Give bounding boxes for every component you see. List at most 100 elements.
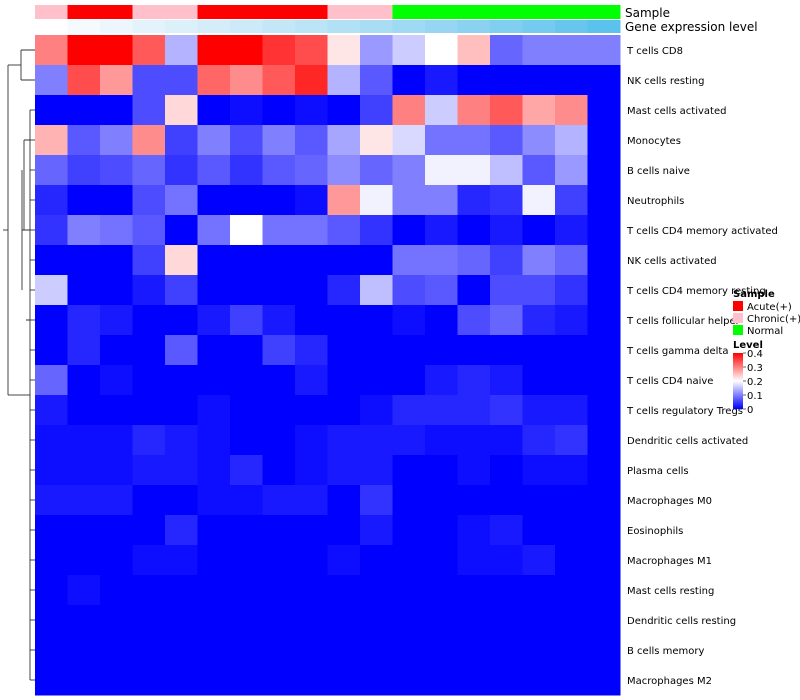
heatmap-cell (132, 245, 166, 276)
heatmap-cell (392, 275, 426, 306)
heatmap-cell (295, 515, 328, 546)
heatmap-cell (67, 215, 101, 246)
heatmap-cell (262, 665, 296, 696)
heatmap-cell (392, 575, 426, 606)
heatmap-cell (587, 665, 621, 696)
sample-annotation-cell (262, 5, 296, 19)
heatmap-cell (262, 455, 296, 486)
heatmap-cell (555, 365, 588, 396)
expression-annotation-cell (295, 20, 328, 33)
heatmap-cell (295, 215, 328, 246)
heatmap-cell (490, 605, 523, 636)
heatmap-cell (197, 305, 231, 336)
expression-annotation-cell (490, 20, 523, 33)
heatmap-cell (262, 605, 296, 636)
heatmap-cell (555, 575, 588, 606)
heatmap-cell (165, 365, 198, 396)
heatmap-cell (262, 245, 296, 276)
heatmap-cell (587, 245, 621, 276)
heatmap-cell (295, 455, 328, 486)
heatmap-cell (165, 665, 198, 696)
expression-annotation-cell (35, 20, 68, 33)
heatmap-cell (490, 185, 523, 216)
heatmap-cell (295, 665, 328, 696)
level-legend-gradient (733, 353, 743, 409)
heatmap-cell (522, 395, 556, 426)
heatmap-cell (197, 395, 231, 426)
sample-annotation-cell (100, 5, 133, 19)
heatmap-cell (425, 515, 458, 546)
heatmap-cell (327, 425, 361, 456)
heatmap-cell (522, 275, 556, 306)
heatmap-cell (230, 65, 263, 96)
heatmap-cell (360, 515, 393, 546)
heatmap-cell (327, 215, 361, 246)
expression-annotation-cell (165, 20, 198, 33)
heatmap-cell (587, 365, 621, 396)
heatmap-cell (457, 35, 491, 66)
heatmap-cell (132, 455, 166, 486)
level-legend-tick-label: 0.3 (747, 363, 763, 374)
heatmap-cell (327, 395, 361, 426)
heatmap-cell (327, 305, 361, 336)
heatmap-cell (360, 35, 393, 66)
heatmap-cell (587, 455, 621, 486)
heatmap-cell (490, 665, 523, 696)
heatmap-cell (132, 605, 166, 636)
heatmap-cell (67, 275, 101, 306)
heatmap-cell (295, 485, 328, 516)
heatmap-cell (555, 95, 588, 126)
sample-annotation-cell (555, 5, 588, 19)
heatmap-cell (425, 65, 458, 96)
heatmap-cell (425, 335, 458, 366)
sample-legend-swatch (733, 325, 743, 335)
heatmap-cell (295, 65, 328, 96)
heatmap-cell (197, 545, 231, 576)
heatmap-cell (522, 185, 556, 216)
heatmap-cell (457, 65, 491, 96)
heatmap-cell (587, 125, 621, 156)
heatmap-cell (522, 65, 556, 96)
heatmap-cell (132, 275, 166, 306)
heatmap-cell (197, 215, 231, 246)
heatmap-cell (587, 545, 621, 576)
row-dendrogram (3, 49, 35, 681)
heatmap-cell (425, 485, 458, 516)
heatmap-cell (522, 575, 556, 606)
heatmap-cell (360, 305, 393, 336)
heatmap-cell (425, 395, 458, 426)
heatmap-cell (35, 215, 68, 246)
heatmap-cell (360, 185, 393, 216)
heatmap-cell (295, 575, 328, 606)
heatmap-cell (522, 305, 556, 336)
row-labels: T cells CD8 NK cells resting Mast cells ac… (626, 46, 778, 687)
heatmap-cell (425, 575, 458, 606)
heatmap-cell (587, 605, 621, 636)
heatmap-cell (132, 215, 166, 246)
heatmap-cell (132, 545, 166, 576)
heatmap-cell (35, 275, 68, 306)
heatmap-cell (457, 305, 491, 336)
heatmap-cell (457, 185, 491, 216)
heatmap-cell (522, 125, 556, 156)
heatmap-cell (360, 95, 393, 126)
heatmap-cell (522, 215, 556, 246)
heatmap-cell (165, 515, 198, 546)
heatmap-cell (295, 155, 328, 186)
heatmap-cell (100, 215, 133, 246)
heatmap-cell (490, 215, 523, 246)
heatmap-cell (425, 155, 458, 186)
heatmap-cell (197, 515, 231, 546)
sample-legend-title: Sample (733, 289, 775, 300)
heatmap-cell (35, 545, 68, 576)
heatmap-cell (295, 185, 328, 216)
heatmap-cell (425, 305, 458, 336)
row-label: B cells memory (627, 646, 704, 657)
heatmap-cell (555, 125, 588, 156)
heatmap-cell (230, 605, 263, 636)
heatmap-cell (35, 515, 68, 546)
heatmap-cell (327, 125, 361, 156)
heatmap-cell (327, 335, 361, 366)
heatmap-cell (555, 275, 588, 306)
expression-annotation-cell (100, 20, 133, 33)
